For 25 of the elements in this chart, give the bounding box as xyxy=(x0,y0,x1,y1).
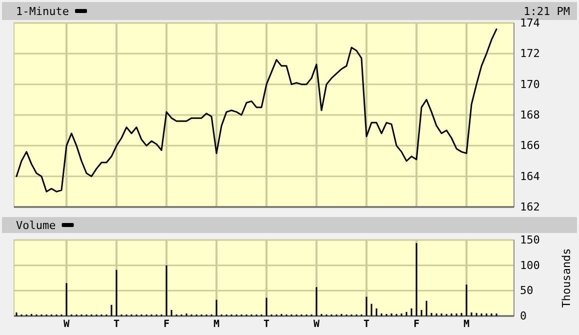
y-tick-label: 164 xyxy=(520,170,540,183)
y-tick-label: 162 xyxy=(520,200,540,214)
y-axis-title: Thousands xyxy=(560,248,573,308)
x-tick-label: W xyxy=(313,319,320,330)
legend-label: Volume xyxy=(16,219,56,232)
y-tick-label: 168 xyxy=(520,108,540,122)
x-tick-label: T xyxy=(263,319,270,330)
x-tick-label: T xyxy=(363,319,370,330)
legend-label: 1-Minute xyxy=(16,5,69,18)
x-tick-label: W xyxy=(63,319,70,330)
y-tick-label: 150 xyxy=(520,234,540,247)
y-tick-label: 172 xyxy=(520,47,540,60)
x-tick-label: M xyxy=(213,319,220,330)
y-tick-label: 174 xyxy=(520,16,540,30)
y-tick-label: 170 xyxy=(520,78,540,91)
x-tick-label: T xyxy=(113,319,120,330)
y-tick-label: 50 xyxy=(520,284,534,298)
y-tick-label: 100 xyxy=(520,258,540,272)
line-series xyxy=(16,28,498,192)
x-tick-label: F xyxy=(413,319,420,330)
y-tick-label: 166 xyxy=(520,139,540,152)
x-tick-label: F xyxy=(163,319,170,330)
x-tick-label: M xyxy=(463,319,470,330)
y-tick-label: 0 xyxy=(520,310,527,323)
text: 1:21 PM xyxy=(524,5,570,18)
